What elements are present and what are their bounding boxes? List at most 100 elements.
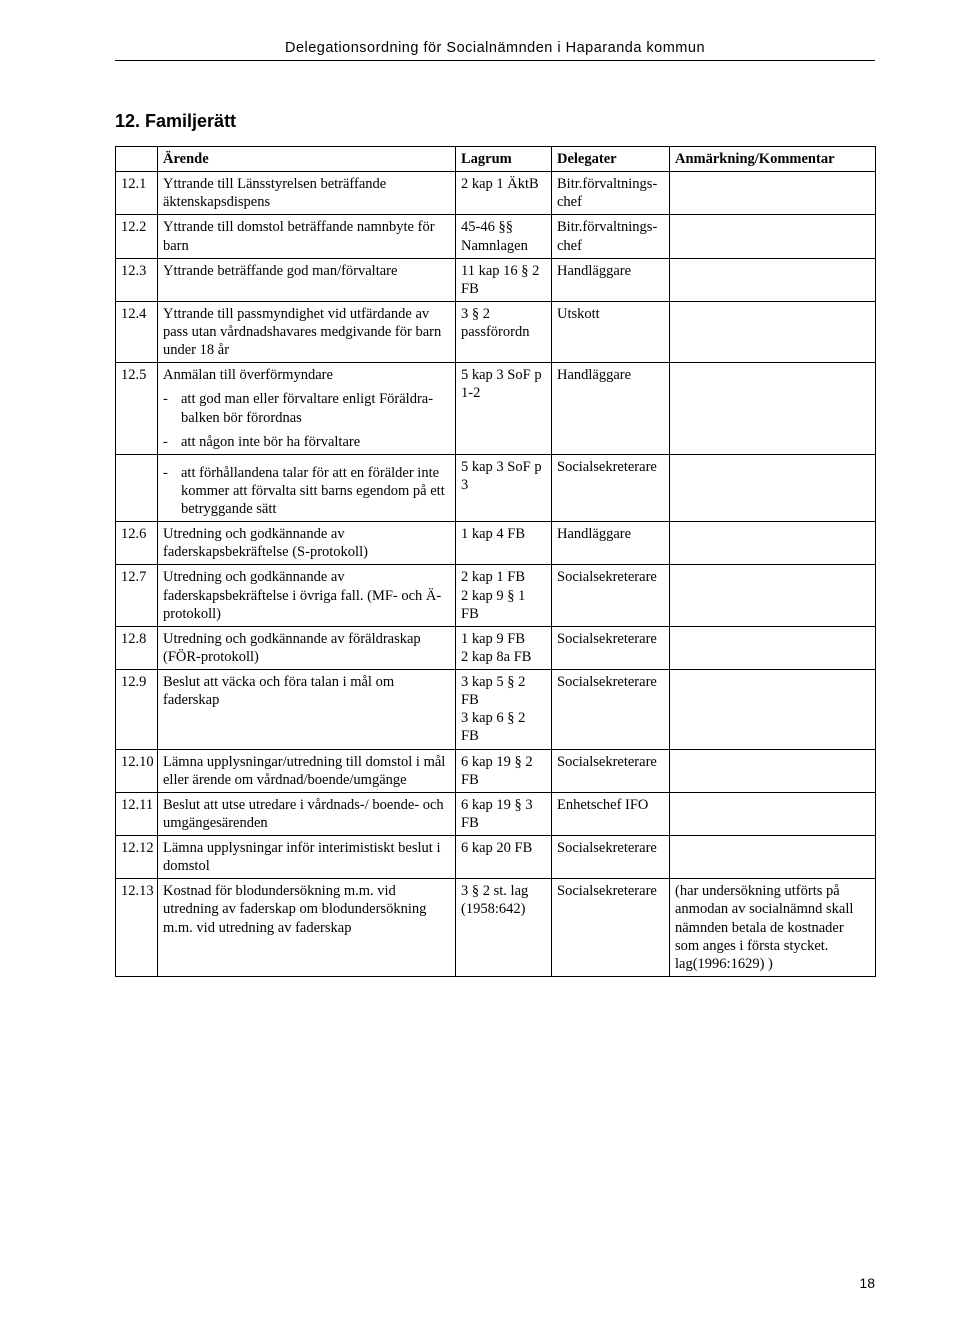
cell-num: 12.8 [116,626,158,669]
cell-num: 12.11 [116,792,158,835]
running-header: Delegationsordning för Socialnämnden i H… [115,40,875,56]
cell-num: 12.2 [116,215,158,258]
table-row: 12.6 Utredning och godkännande av faders… [116,522,876,565]
cell-lagrum: 3 § 2 passförordn [456,301,552,362]
header-rule [115,60,875,61]
cell-lagrum: 3 kap 5 § 2 FB3 kap 6 § 2 FB [456,670,552,750]
dash-icon: - [163,464,181,518]
table-row: 12.13 Kostnad för blodundersökning m.m. … [116,879,876,977]
list-item: - att god man eller förvaltare enligt Fö… [163,390,450,426]
cell-num: 12.7 [116,565,158,626]
cell-anm [670,670,876,750]
cell-anm [670,215,876,258]
arende-sublist: - att god man eller förvaltare enligt Fö… [163,390,450,450]
delegation-table: Ärende Lagrum Delegater Anmärkning/Komme… [115,146,876,977]
cell-delegater: Handläggare [552,363,670,455]
cell-num: 12.13 [116,879,158,977]
cell-arende: Utredning och godkännande av föräldraska… [158,626,456,669]
table-row: 12.10 Lämna upplysningar/utredning till … [116,749,876,792]
cell-num: 12.5 [116,363,158,455]
table-row: 12.11 Beslut att utse utredare i vårdnad… [116,792,876,835]
cell-arende: Anmälan till överförmyndare - att god ma… [158,363,456,455]
cell-arende: Yttrande beträffande god man/förvaltare [158,258,456,301]
section-title: 12. Familjerätt [115,111,875,132]
cell-delegater: Utskott [552,301,670,362]
table-header-row: Ärende Lagrum Delegater Anmärkning/Komme… [116,147,876,172]
list-item: - att förhållandena talar för att en för… [163,464,450,518]
cell-delegater: Socialsekreterare [552,879,670,977]
cell-anm [670,522,876,565]
cell-lagrum: 2 kap 1 FB2 kap 9 § 1 FB [456,565,552,626]
cell-lagrum: 11 kap 16 § 2 FB [456,258,552,301]
cell-num: 12.12 [116,836,158,879]
arende-sublist: - att förhållandena talar för att en för… [163,464,450,518]
cell-num: 12.1 [116,172,158,215]
cell-num: 12.3 [116,258,158,301]
cell-arende: Yttrande till domstol beträffande namnby… [158,215,456,258]
list-item-text: att förhållandena talar för att en föräl… [181,464,450,518]
cell-arende: Yttrande till passmyndighet vid utfärdan… [158,301,456,362]
table-row: 12.12 Lämna upplysningar inför interimis… [116,836,876,879]
cell-anm [670,565,876,626]
table-row: 12.8 Utredning och godkännande av föräld… [116,626,876,669]
cell-anm [670,836,876,879]
dash-icon: - [163,433,181,451]
cell-delegater: Enhetschef IFO [552,792,670,835]
cell-num: 12.10 [116,749,158,792]
cell-delegater: Socialsekreterare [552,454,670,521]
cell-anm [670,301,876,362]
cell-delegater: Socialsekreterare [552,565,670,626]
col-header-delegater: Delegater [552,147,670,172]
cell-arende: Kostnad för blodundersökning m.m. vid ut… [158,879,456,977]
cell-delegater: Bitr.förvaltnings-chef [552,172,670,215]
cell-lagrum: 1 kap 4 FB [456,522,552,565]
list-item-text: att god man eller förvaltare enligt Förä… [181,390,450,426]
col-header-anm-text: Anmärkning/Kommentar [675,151,835,167]
cell-arende: - att förhållandena talar för att en för… [158,454,456,521]
cell-delegater: Bitr.förvaltnings-chef [552,215,670,258]
cell-num: 12.4 [116,301,158,362]
cell-anm [670,363,876,455]
cell-arende: Yttrande till Länsstyrelsen beträffande … [158,172,456,215]
table-row: 12.2 Yttrande till domstol beträffande n… [116,215,876,258]
col-header-num [116,147,158,172]
cell-lagrum: 45-46 §§ Namnlagen [456,215,552,258]
cell-lagrum: 6 kap 19 § 3 FB [456,792,552,835]
cell-num: 12.9 [116,670,158,750]
cell-delegater: Socialsekreterare [552,836,670,879]
cell-anm [670,172,876,215]
cell-delegater: Socialsekreterare [552,670,670,750]
table-row: 12.1 Yttrande till Länsstyrelsen beträff… [116,172,876,215]
page-number: 18 [859,1275,875,1291]
cell-lagrum: 5 kap 3 SoF p 3 [456,454,552,521]
cell-arende: Beslut att utse utredare i vårdnads-/ bo… [158,792,456,835]
dash-icon: - [163,390,181,426]
table-row: - att förhållandena talar för att en för… [116,454,876,521]
cell-delegater: Handläggare [552,258,670,301]
table-row: 12.7 Utredning och godkännande av faders… [116,565,876,626]
cell-num: 12.6 [116,522,158,565]
cell-anm [670,626,876,669]
cell-anm [670,792,876,835]
cell-arende: Utredning och godkännande av faderskapsb… [158,565,456,626]
cell-lagrum: 3 § 2 st. lag (1958:642) [456,879,552,977]
page: Delegationsordning för Socialnämnden i H… [0,0,960,1321]
cell-delegater: Socialsekreterare [552,749,670,792]
table-row: 12.5 Anmälan till överförmyndare - att g… [116,363,876,455]
cell-arende: Beslut att väcka och föra talan i mål om… [158,670,456,750]
cell-arende: Lämna upplysningar/utredning till domsto… [158,749,456,792]
cell-lagrum: 5 kap 3 SoF p 1-2 [456,363,552,455]
cell-anm [670,258,876,301]
cell-delegater: Socialsekreterare [552,626,670,669]
col-header-arende: Ärende [158,147,456,172]
arende-lead: Anmälan till överförmyndare [163,366,450,384]
col-header-lagrum: Lagrum [456,147,552,172]
cell-lagrum: 6 kap 20 FB [456,836,552,879]
cell-lagrum: 2 kap 1 ÄktB [456,172,552,215]
cell-arende: Lämna upplysningar inför interimistiskt … [158,836,456,879]
cell-arende: Utredning och godkännande av faderskapsb… [158,522,456,565]
cell-anm: (har undersökning utförts på anmodan av … [670,879,876,977]
list-item: - att någon inte bör ha förvaltare [163,433,450,451]
cell-delegater: Handläggare [552,522,670,565]
list-item-text: att någon inte bör ha förvaltare [181,433,450,451]
